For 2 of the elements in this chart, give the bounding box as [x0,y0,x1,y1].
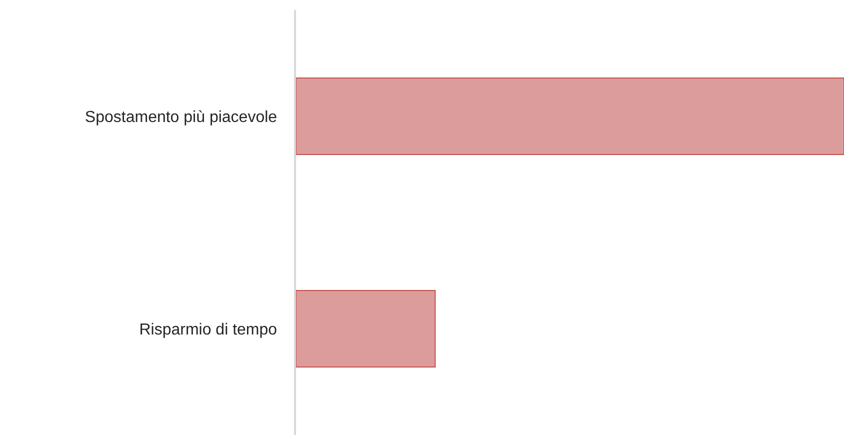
y-tick-label: Risparmio di tempo [139,321,278,338]
y-tick-label: Spostamento più piacevole [84,108,278,126]
